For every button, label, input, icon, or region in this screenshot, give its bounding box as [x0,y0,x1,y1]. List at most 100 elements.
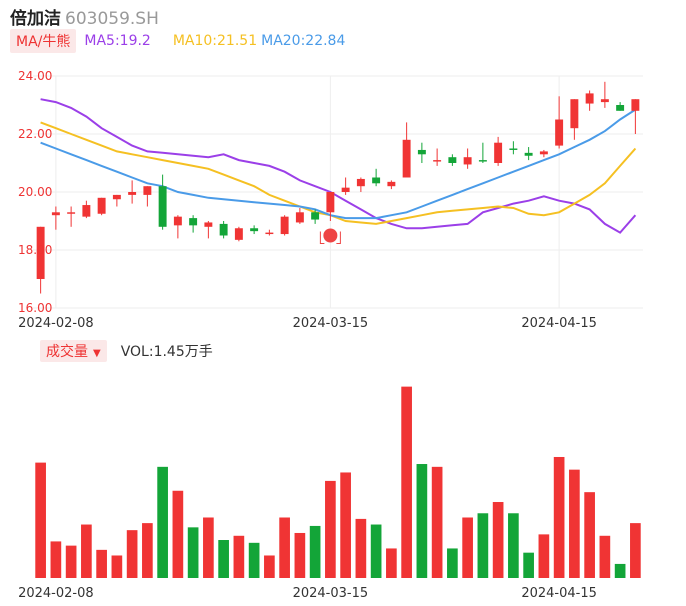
candle [631,99,640,134]
ma10-line [40,121,637,225]
candle-body [539,151,548,155]
volume-bar [386,548,397,578]
candle-body [204,222,213,227]
bull-badge-icon [319,228,341,244]
volume-bar [126,530,138,578]
y-tick-label: 18.00 [18,243,52,257]
candle-body [585,93,594,104]
candle [82,200,91,219]
candle-body [234,228,243,240]
ma10-label: MA10:21.51 [172,33,258,49]
price-date-axis: 2024-02-08 2024-03-15 2024-04-15 [18,316,597,331]
candle-body [311,212,320,220]
candle [509,141,518,155]
candle-body [280,216,289,235]
candle-body [326,192,335,213]
candle [539,149,548,158]
volume-bar [599,535,611,578]
candle [311,209,320,224]
ma5-line [40,98,637,234]
candle-body [97,197,106,214]
candle [36,226,45,294]
price-grid [33,75,643,309]
volume-bar [81,524,92,578]
volume-bar [340,472,351,578]
candlestick-series [36,81,640,294]
volume-bar [477,513,489,578]
candle [326,192,335,221]
candle-body [112,194,121,200]
candle [372,168,381,187]
ma-toggle-button[interactable]: MA/牛熊 [10,29,77,53]
x-tick-label: 2024-02-08 [18,316,94,331]
volume-bar [614,563,626,578]
volume-bar [630,523,641,578]
volume-bar [447,548,458,578]
candle-body [372,177,381,184]
triangle-down-icon: ▼ [93,348,101,359]
ma5-label: MA5:19.2 [84,33,151,49]
candle [234,226,243,242]
volume-toggle-button[interactable]: 成交量 ▼ [40,340,107,362]
candle-body [478,160,487,162]
candle [204,221,213,239]
candle [417,142,426,163]
volume-bar [462,517,473,578]
candle [158,174,167,230]
price-axis: 24.00 22.00 20.00 18.00 16.00 [18,69,52,315]
candle-body [616,105,625,111]
candle-body [600,99,609,103]
volume-bar [492,502,504,578]
candle [463,148,472,169]
volume-value: VOL:1.45万手 [120,344,213,360]
stock-title: 倍加洁 603059.SH [10,4,159,29]
volume-bar [355,518,367,578]
volume-bar [172,490,184,578]
y-tick-label: 20.00 [18,185,52,199]
ma-legend: MA/牛熊 MA5:19.2 MA10:21.51 MA20:22.84 [10,29,346,53]
volume-bar [538,534,550,578]
volume-bar [233,535,245,578]
volume-bar [35,462,46,578]
candle-body [67,212,76,214]
x-tick-label: 2024-04-15 [521,586,597,601]
volume-toggle-label: 成交量 [46,344,88,360]
volume-bar [264,555,275,578]
stock-name: 倍加洁 [10,9,61,29]
candle [478,142,487,163]
candle-body [189,218,198,226]
candle [67,206,76,227]
candle [616,102,625,111]
ma20-label: MA20:22.84 [261,33,346,49]
ma20-line [40,108,636,220]
volume-bars [35,386,641,578]
volume-bar [203,517,214,578]
volume-bar [96,549,107,578]
x-tick-label: 2024-03-15 [293,316,369,331]
candle-body [173,216,182,226]
candle-body [295,212,304,223]
y-tick-label: 22.00 [18,127,52,141]
candle [600,81,609,108]
candle [128,180,137,204]
candle-body [158,186,167,227]
y-tick-label: 16.00 [18,301,52,315]
candle [433,148,442,166]
moving-average-lines [40,98,637,234]
volume-bar [309,525,321,578]
candle [250,225,259,235]
volume-bar [218,540,229,578]
candle [387,180,396,190]
volume-bar [508,513,519,578]
candle [97,197,106,216]
candle-body [509,148,518,150]
candle-body [356,178,365,187]
volume-bar [294,532,306,578]
volume-bar [111,555,123,578]
volume-bar [142,523,153,578]
candle [112,194,121,207]
candle [173,215,182,239]
volume-bar [50,541,62,578]
candle-body [494,142,503,163]
candle [555,96,564,149]
